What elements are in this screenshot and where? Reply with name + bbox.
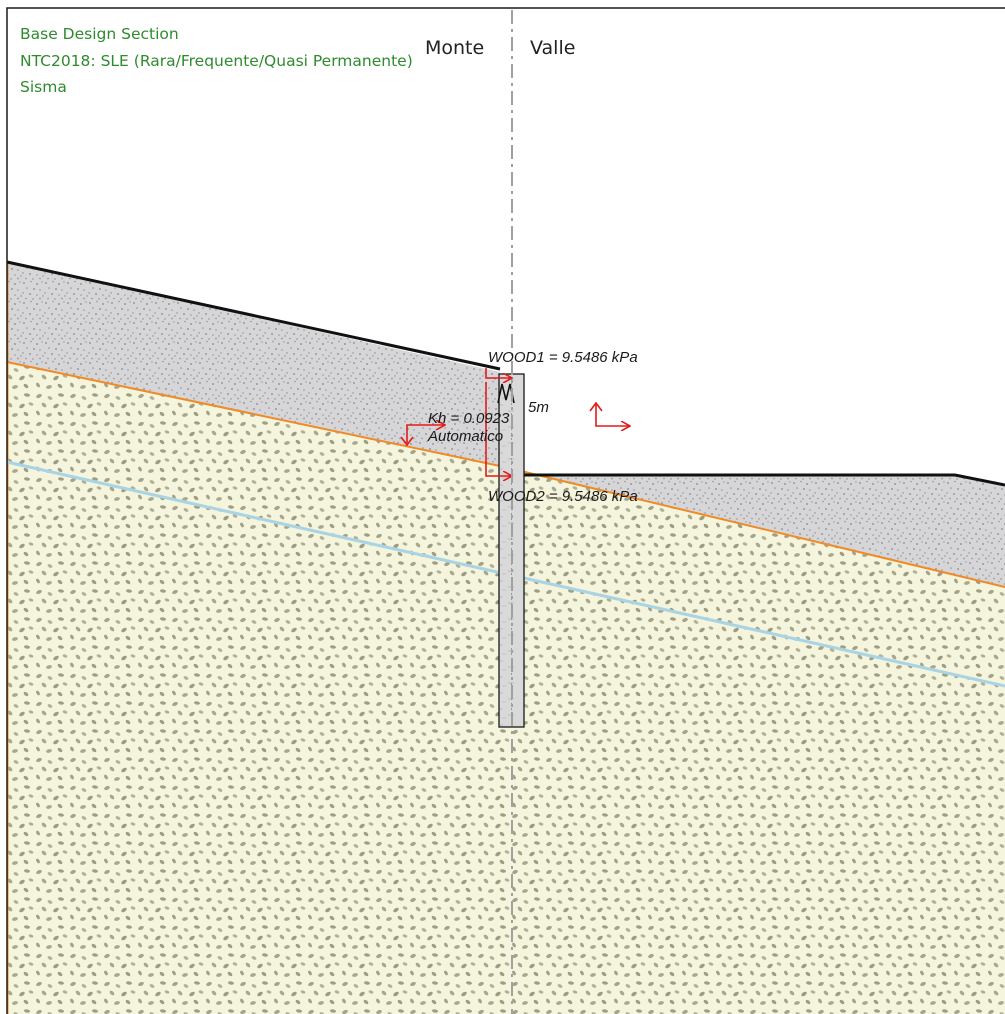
wood1-load-label: WOOD1 = 9.5486 kPa — [488, 349, 638, 366]
upper-soil-layer-uphill — [7, 262, 500, 466]
drawing-frame — [6, 7, 1005, 1014]
header-standard: NTC2018: SLE (Rara/Frequente/Quasi Perma… — [20, 52, 413, 70]
wood1-load-arrow — [485, 368, 512, 378]
side-label-uphill: Monte — [425, 37, 485, 59]
wood2-load-label: WOOD2 = 9.5486 kPa — [488, 488, 638, 505]
header-title: Base Design Section — [20, 25, 179, 43]
wood2-load-arrow — [485, 382, 512, 476]
side-label-downhill: Valle — [530, 37, 576, 59]
seismic-coefficient-label: Kh = 0.0923 — [428, 410, 510, 427]
header-condition: Sisma — [20, 78, 67, 96]
ground-surface-uphill — [6, 260, 501, 371]
seismic-mode-label: Automatico — [428, 428, 504, 445]
seismic-direction-icon-left — [400, 425, 445, 447]
wall-depth-label: 5m — [528, 399, 549, 416]
ground-surface-downhill — [500, 473, 1005, 487]
seismic-direction-icon-right — [589, 401, 630, 426]
